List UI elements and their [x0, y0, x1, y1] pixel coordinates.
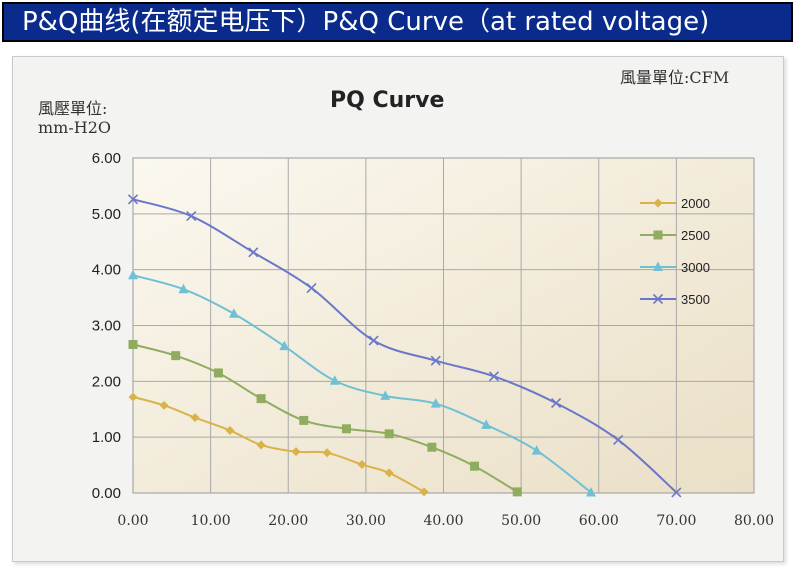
series-3000 — [128, 269, 596, 497]
y-tick-label: 3.00 — [92, 318, 121, 335]
data-point — [368, 335, 379, 346]
y-tick-label: 4.00 — [92, 262, 121, 279]
data-point — [585, 486, 596, 497]
data-point — [481, 419, 492, 429]
x-tick-label: 0.00 — [117, 513, 148, 529]
legend-item-2000: 2000 — [640, 196, 710, 211]
legend-item-2500: 2500 — [640, 228, 710, 243]
data-point — [171, 351, 181, 361]
y-tick-label: 0.00 — [92, 485, 121, 502]
pressure-unit-value: mm-H2O — [38, 118, 111, 137]
data-point — [488, 371, 500, 382]
data-point — [357, 460, 367, 470]
legend-marker — [653, 198, 663, 208]
y-tick-label: 6.00 — [92, 150, 121, 167]
data-point — [291, 447, 301, 457]
legend-item-3000: 3000 — [640, 260, 710, 275]
data-point — [430, 398, 441, 408]
data-point — [128, 392, 138, 402]
data-point — [512, 487, 522, 497]
series-line — [132, 198, 678, 494]
x-tick-label: 60.00 — [579, 513, 619, 529]
series-line — [132, 274, 592, 494]
data-point — [341, 424, 351, 434]
data-point — [550, 398, 562, 409]
data-point — [127, 194, 139, 205]
data-point — [380, 390, 391, 400]
series-3500 — [127, 194, 682, 498]
page-banner: P&Q曲线(在额定电压下）P&Q Curve（at rated voltage) — [2, 2, 793, 42]
x-tick-label: 70.00 — [656, 513, 696, 529]
x-tick-label: 10.00 — [191, 513, 231, 529]
series-2000 — [128, 392, 429, 497]
legend-label: 2500 — [681, 228, 710, 243]
data-point — [128, 339, 138, 349]
data-point — [256, 394, 266, 404]
x-tick-label: 30.00 — [346, 513, 386, 529]
y-tick-label: 1.00 — [92, 429, 121, 446]
series-line — [132, 396, 425, 493]
data-point — [531, 445, 542, 455]
y-tick-label: 5.00 — [92, 206, 121, 223]
data-point — [279, 340, 290, 351]
legend-label: 2000 — [681, 196, 710, 211]
pressure-unit-label: 風壓單位: — [38, 99, 108, 118]
flow-unit-label: 風量單位:CFM — [620, 68, 730, 87]
data-point — [470, 461, 480, 471]
data-point — [299, 415, 309, 425]
series-layer — [127, 194, 682, 498]
data-point — [419, 487, 429, 497]
legend-label: 3500 — [681, 292, 710, 307]
data-point — [329, 375, 340, 385]
data-point — [427, 442, 437, 452]
data-point — [613, 434, 624, 446]
chart-title: PQ Curve — [330, 88, 445, 113]
data-point — [228, 308, 239, 318]
data-point — [384, 468, 394, 478]
data-point — [248, 247, 259, 258]
data-point — [159, 400, 169, 410]
series-2500 — [128, 339, 522, 497]
y-tick-label: 2.00 — [92, 373, 121, 390]
data-point — [128, 269, 138, 280]
legend-item-3500: 3500 — [640, 292, 710, 307]
axis-tick-labels: 0.00 10.00 20.00 30.00 40.00 50.00 60.00 70.00 8… — [92, 150, 774, 529]
x-tick-label: 40.00 — [423, 513, 463, 529]
data-point — [186, 211, 197, 222]
grid-lines — [133, 158, 754, 493]
data-point — [322, 448, 332, 458]
data-point — [306, 283, 317, 294]
legend: 2000 2500 3000 3500 — [640, 196, 710, 307]
data-point — [190, 413, 200, 423]
x-tick-label: 80.00 — [734, 513, 774, 529]
x-tick-label: 50.00 — [501, 513, 541, 529]
data-point — [225, 425, 235, 435]
data-point — [430, 355, 441, 366]
data-point — [213, 368, 223, 378]
data-point — [178, 283, 189, 294]
legend-marker — [653, 261, 663, 271]
data-point — [384, 429, 394, 439]
legend-marker — [653, 230, 663, 240]
x-tick-label: 20.00 — [268, 513, 308, 529]
data-point — [671, 487, 682, 498]
legend-label: 3000 — [681, 260, 710, 275]
legend-marker — [652, 293, 664, 305]
data-point — [256, 440, 266, 450]
series-line — [132, 343, 518, 493]
